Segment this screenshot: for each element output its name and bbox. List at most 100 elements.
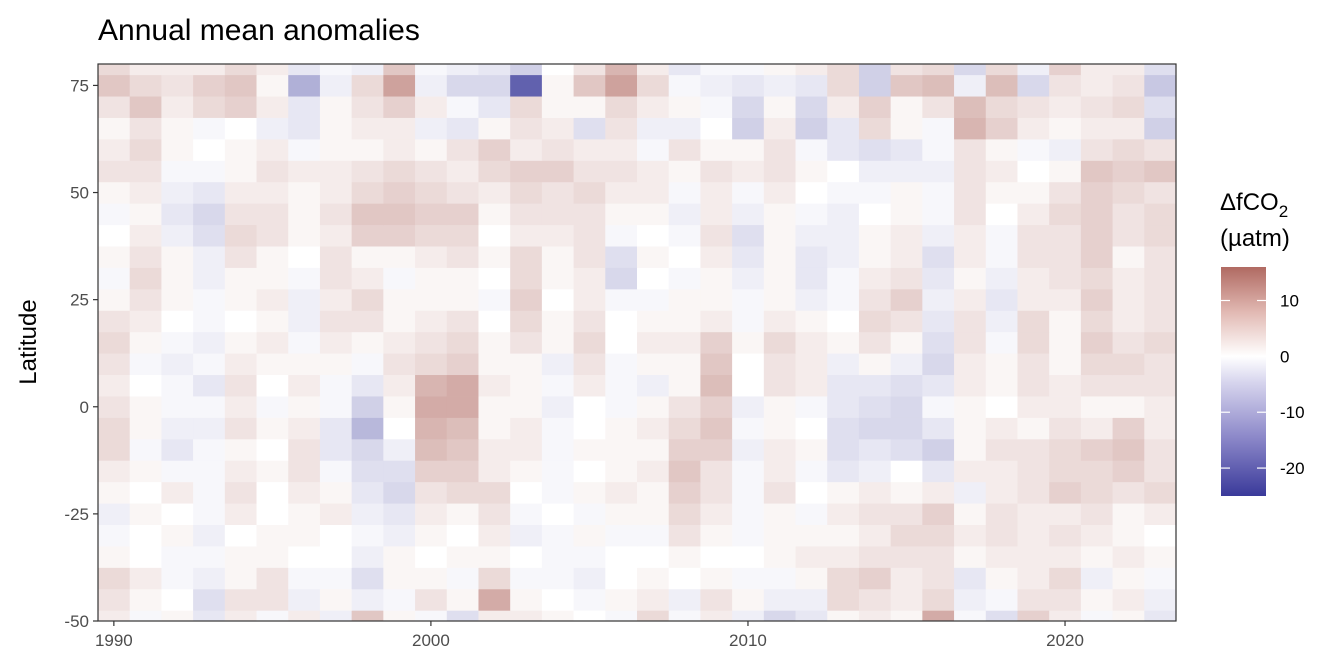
heatmap-cell: [1080, 610, 1113, 622]
heatmap-cell: [985, 503, 1018, 525]
heatmap-cell: [129, 96, 162, 118]
heatmap-cell: [161, 288, 194, 311]
heatmap-cell: [637, 546, 670, 568]
heatmap-cell: [415, 481, 448, 504]
heatmap-cell: [224, 64, 257, 76]
heatmap-cell: [890, 74, 923, 97]
heatmap-cell: [1080, 224, 1113, 247]
heatmap-cell: [383, 246, 416, 268]
heatmap-cell: [288, 181, 321, 204]
heatmap-cell: [478, 374, 511, 397]
heatmap-cell: [605, 546, 638, 568]
heatmap-cell: [700, 546, 733, 568]
heatmap-cell: [922, 353, 955, 376]
heatmap-cell: [193, 460, 226, 483]
heatmap-cell: [732, 567, 765, 590]
heatmap-cell: [573, 374, 606, 397]
heatmap-cell: [827, 481, 860, 504]
heatmap-cell: [827, 74, 860, 97]
heatmap-cell: [827, 588, 860, 611]
heatmap-cell: [129, 160, 162, 183]
heatmap-cell: [985, 567, 1018, 590]
heatmap-cell: [98, 267, 131, 290]
heatmap-cell: [795, 503, 828, 525]
heatmap-cell: [129, 74, 162, 97]
heatmap-cell: [256, 546, 289, 568]
heatmap-cell: [922, 546, 955, 568]
heatmap-cell: [1144, 267, 1177, 290]
heatmap-cell: [763, 267, 796, 290]
heatmap-cell: [985, 588, 1018, 611]
heatmap-cell: [1017, 267, 1050, 290]
heatmap-cell: [129, 546, 162, 568]
heatmap-cell: [383, 331, 416, 354]
heatmap-cell: [193, 331, 226, 354]
heatmap-cell: [985, 117, 1018, 140]
heatmap-cell: [319, 181, 353, 204]
heatmap-cell: [224, 138, 257, 161]
heatmap-cell: [129, 588, 162, 611]
heatmap-cell: [573, 267, 606, 290]
heatmap-cell: [256, 481, 289, 504]
heatmap-cell: [193, 396, 226, 418]
heatmap-cell: [351, 64, 384, 76]
heatmap-cell: [1112, 353, 1145, 376]
heatmap-cell: [98, 224, 131, 247]
heatmap-cell: [605, 567, 638, 590]
heatmap-cell: [446, 138, 479, 161]
heatmap-cell: [1017, 610, 1050, 622]
heatmap-cell: [954, 503, 987, 525]
heatmap-cell: [510, 117, 543, 140]
heatmap-cell: [985, 524, 1018, 547]
heatmap-cell: [351, 524, 384, 547]
heatmap-cell: [605, 310, 638, 333]
heatmap-cell: [383, 460, 416, 483]
heatmap-cell: [890, 160, 923, 183]
heatmap-cell: [573, 546, 606, 568]
heatmap-cell: [827, 610, 860, 622]
heatmap-cell: [922, 417, 955, 440]
heatmap-cell: [1049, 331, 1082, 354]
x-tick-label: 2010: [729, 631, 767, 650]
heatmap-cell: [541, 310, 574, 333]
heatmap-cell: [954, 546, 987, 568]
heatmap-cell: [319, 203, 353, 226]
heatmap-cell: [1144, 524, 1177, 547]
heatmap-cell: [1080, 524, 1113, 547]
heatmap-cell: [98, 460, 131, 483]
legend-title-main: ΔfCO: [1220, 189, 1279, 216]
heatmap-cell: [415, 417, 448, 440]
heatmap-cell: [129, 481, 162, 504]
heatmap-cell: [795, 524, 828, 547]
heatmap-cell: [573, 524, 606, 547]
x-tick-label: 2000: [412, 631, 450, 650]
heatmap-cell: [668, 138, 701, 161]
heatmap-cell: [319, 396, 353, 418]
heatmap-cell: [732, 96, 765, 118]
heatmap-cell: [700, 74, 733, 97]
heatmap-cell: [510, 138, 543, 161]
heatmap-cell: [985, 138, 1018, 161]
heatmap-cell: [985, 181, 1018, 204]
heatmap-cell: [256, 64, 289, 76]
heatmap-cell: [446, 181, 479, 204]
heatmap-cell: [1017, 331, 1050, 354]
heatmap-cell: [763, 310, 796, 333]
heatmap-cell: [827, 567, 860, 590]
heatmap-cell: [827, 160, 860, 183]
heatmap-cell: [795, 438, 828, 461]
heatmap-cell: [446, 246, 479, 268]
heatmap-cell: [827, 524, 860, 547]
heatmap-cell: [795, 246, 828, 268]
heatmap-cell: [668, 74, 701, 97]
heatmap-cell: [129, 567, 162, 590]
heatmap-cell: [1017, 64, 1050, 76]
heatmap-cell: [732, 438, 765, 461]
heatmap-cell: [288, 460, 321, 483]
heatmap-cell: [795, 310, 828, 333]
heatmap-cell: [510, 288, 543, 311]
heatmap-cell: [98, 138, 131, 161]
heatmap-cell: [478, 96, 511, 118]
heatmap-cell: [668, 503, 701, 525]
heatmap-cell: [827, 438, 860, 461]
